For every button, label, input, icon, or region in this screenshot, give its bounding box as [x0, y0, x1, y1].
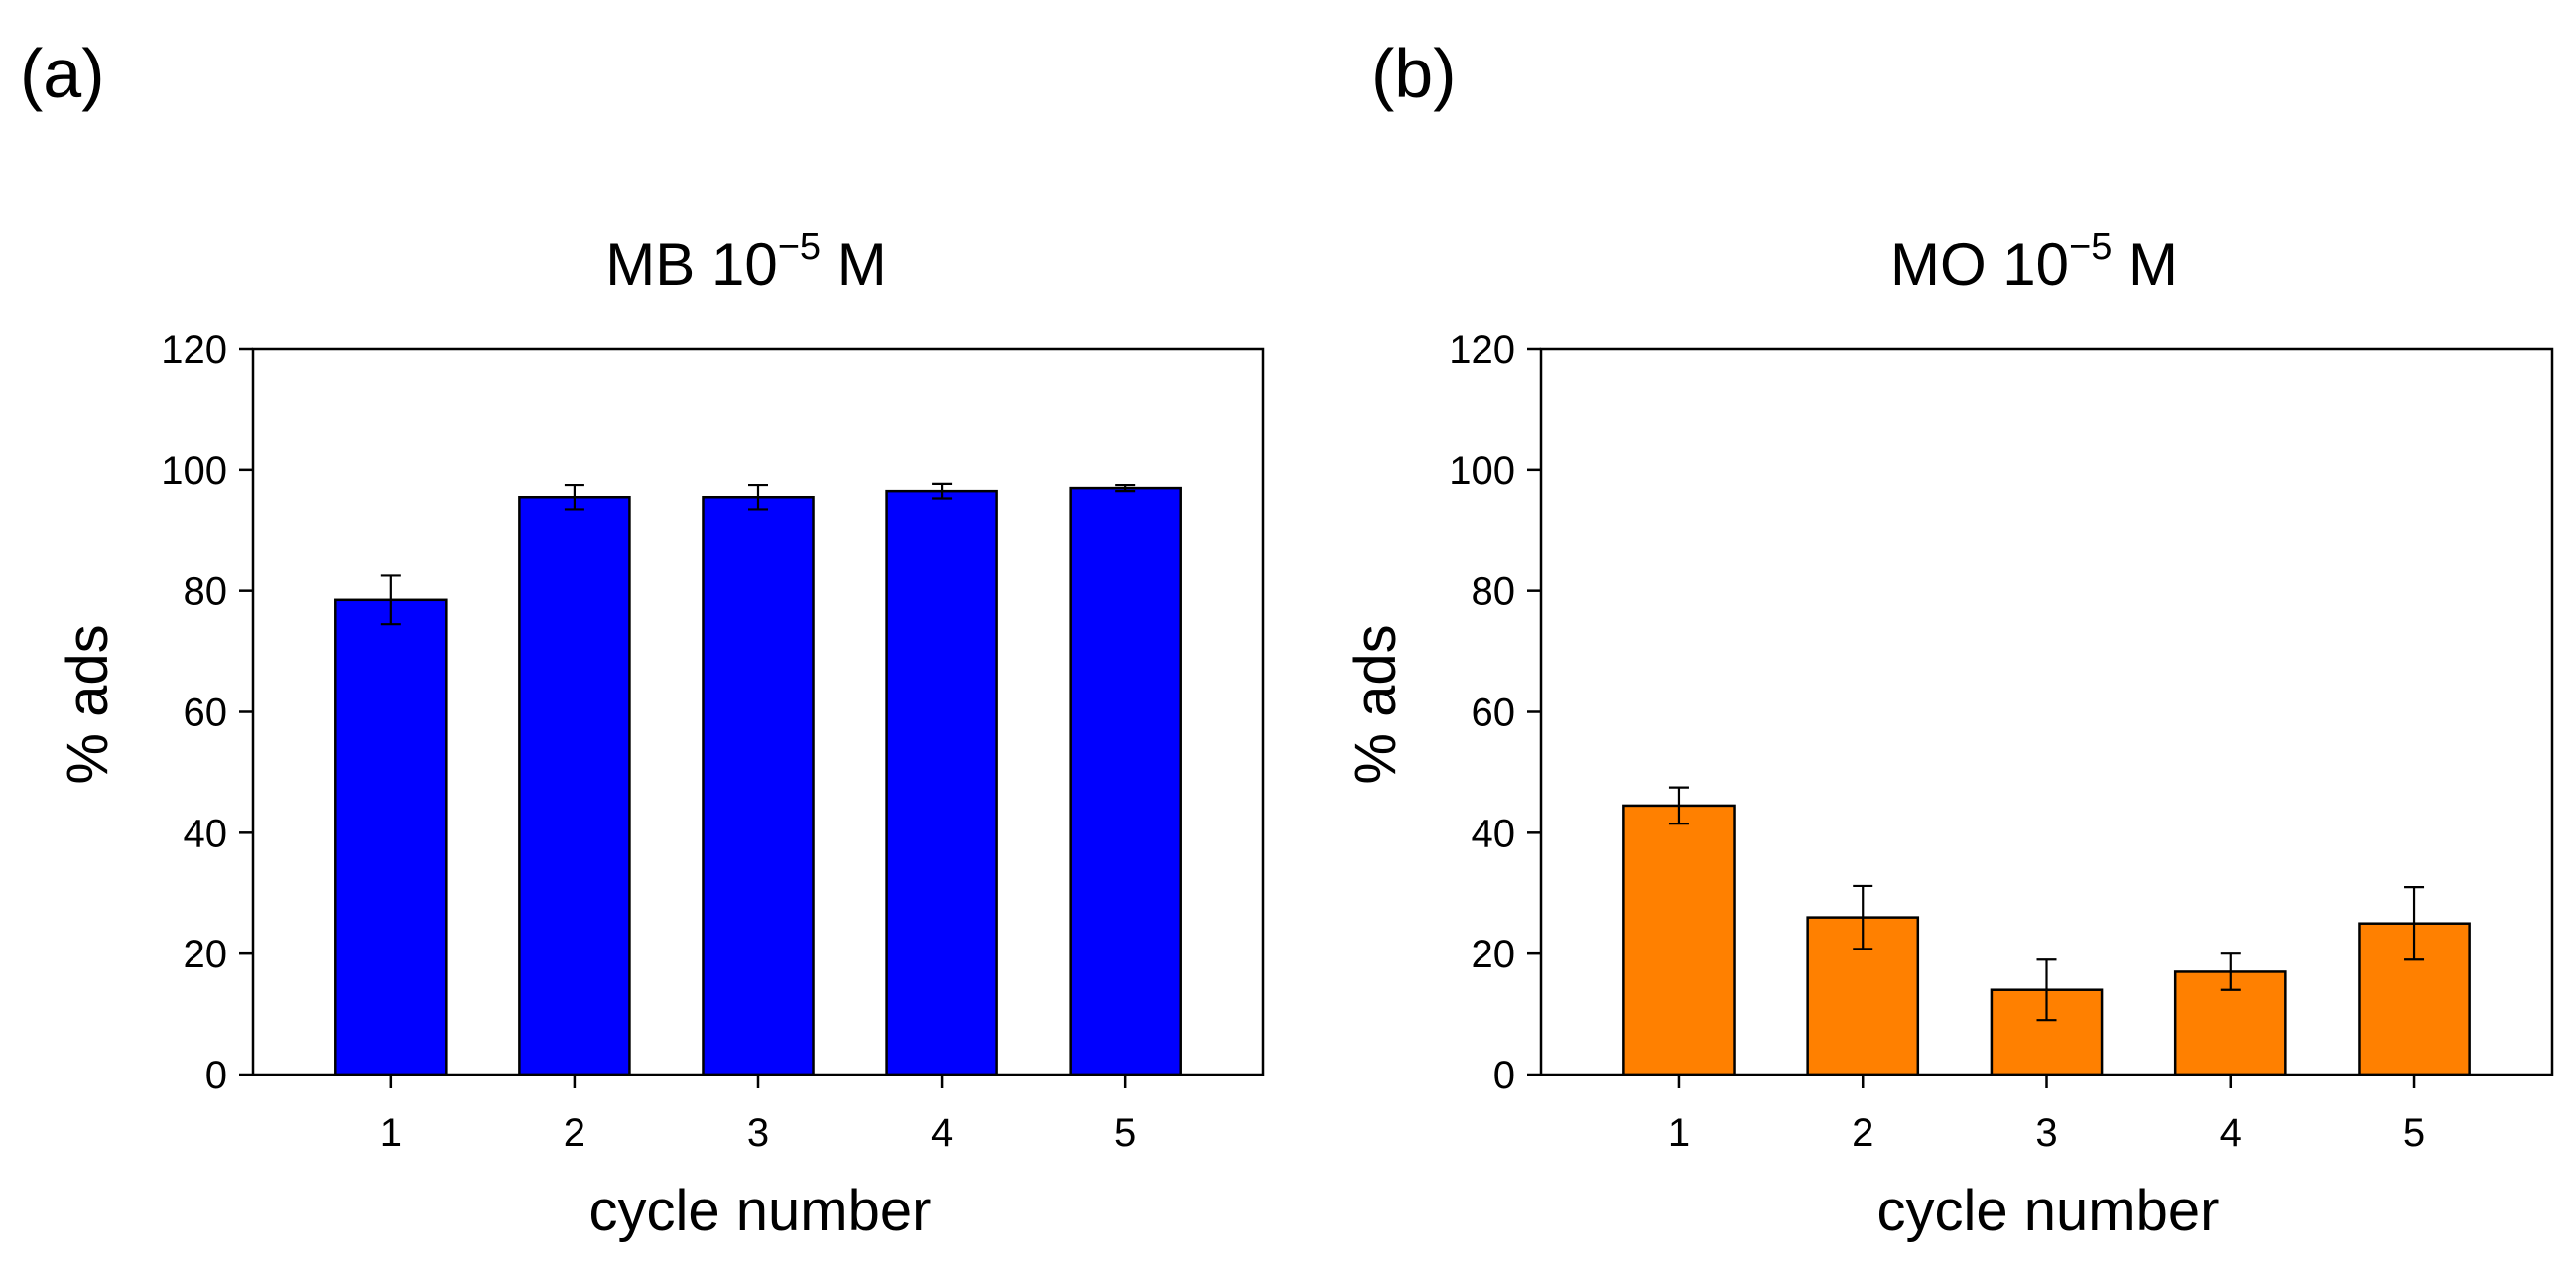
- bar-a-cycle-5: [1069, 486, 1182, 1076]
- x-tick-label-b-2: 2: [1852, 1111, 1873, 1155]
- bar-b-cycle-1: [1622, 804, 1736, 1076]
- chart-title-a-exponent: −5: [778, 226, 821, 268]
- chart-title-b: MO 10−5 M: [1890, 226, 2178, 298]
- chart-title-b-space: [2112, 231, 2128, 298]
- error-bar-b-cycle-1: [1668, 786, 1689, 825]
- error-bar-a-cycle-2: [564, 483, 584, 511]
- plot-area-a: 0 20 40 60 80 100 120 1 2 3 4 5: [161, 328, 1265, 1155]
- x-tick-label-a-3: 3: [747, 1111, 769, 1155]
- y-tick-label-b-0: 0: [1493, 1054, 1515, 1097]
- chart-title-a-base: MB 10: [605, 231, 777, 298]
- plot-frame-b: [1539, 347, 2554, 1076]
- y-tick-label-b-20: 20: [1472, 933, 1516, 976]
- y-tick-label-a-20: 20: [184, 933, 228, 976]
- y-tick-label-b-100: 100: [1449, 449, 1515, 493]
- y-tick-label-b-60: 60: [1472, 692, 1516, 735]
- error-bar-a-cycle-3: [748, 483, 768, 511]
- chart-title-a-space: [821, 231, 837, 298]
- y-tick-label-a-100: 100: [161, 449, 227, 493]
- plot-area-b: 0 20 40 60 80 100 120 1 2 3 4 5: [1449, 328, 2554, 1155]
- y-tick-label-a-40: 40: [184, 812, 228, 855]
- y-tick-label-a-80: 80: [184, 570, 228, 614]
- y-axis-label-a: % ads: [56, 624, 120, 784]
- y-tick-label-b-40: 40: [1472, 812, 1516, 855]
- error-bar-b-cycle-4: [2220, 952, 2241, 991]
- bar-a-cycle-1: [334, 598, 448, 1076]
- x-tick-label-a-2: 2: [564, 1111, 585, 1155]
- x-axis-label-a: cycle number: [589, 1179, 932, 1243]
- error-bar-a-cycle-1: [380, 574, 401, 626]
- panel-label-a: (a): [20, 35, 105, 112]
- y-tick-label-a-120: 120: [161, 328, 227, 372]
- x-tick-label-a-1: 1: [380, 1111, 402, 1155]
- chart-title-b-unit: M: [2128, 231, 2178, 298]
- panel-b: (b) MO 10−5 M cycle number % ads 0 20 40 60…: [1344, 35, 2554, 1243]
- bar-a-cycle-3: [702, 495, 815, 1076]
- chart-title-a: MB 10−5 M: [605, 226, 886, 298]
- error-bar-a-cycle-5: [1115, 483, 1136, 493]
- chart-title-b-base: MO 10: [1890, 231, 2069, 298]
- x-tick-label-a-5: 5: [1114, 1111, 1136, 1155]
- x-tick-label-a-4: 4: [931, 1111, 953, 1155]
- error-bar-b-cycle-3: [2036, 958, 2057, 1022]
- x-tick-label-b-5: 5: [2403, 1111, 2425, 1155]
- y-axis-label-b: % ads: [1344, 624, 1408, 784]
- x-axis-label-b: cycle number: [1877, 1179, 2220, 1243]
- error-bar-b-cycle-2: [1853, 884, 1873, 950]
- y-tick-label-b-120: 120: [1449, 328, 1515, 372]
- chart-title-a-unit: M: [837, 231, 887, 298]
- bar-a-cycle-4: [885, 489, 998, 1076]
- bar-a-cycle-2: [518, 495, 631, 1076]
- y-tick-label-b-80: 80: [1472, 570, 1516, 614]
- error-bar-a-cycle-4: [932, 482, 953, 500]
- plot-frame-a: [251, 347, 1265, 1076]
- y-tick-label-a-60: 60: [184, 692, 228, 735]
- y-tick-label-a-0: 0: [205, 1054, 227, 1097]
- panel-a: (a) MB 10−5 M cycle number % ads 0 20 40 60…: [20, 35, 1265, 1243]
- x-tick-label-b-3: 3: [2035, 1111, 2057, 1155]
- x-tick-label-b-1: 1: [1668, 1111, 1690, 1155]
- chart-title-b-exponent: −5: [2069, 226, 2112, 268]
- panel-label-b: (b): [1371, 35, 1457, 112]
- x-tick-label-b-4: 4: [2220, 1111, 2242, 1155]
- error-bar-b-cycle-5: [2404, 886, 2425, 961]
